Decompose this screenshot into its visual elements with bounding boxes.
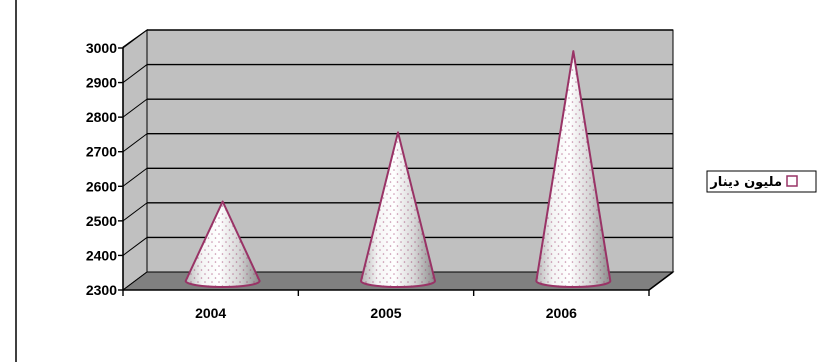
cone-bar-2004 — [184, 200, 261, 288]
cone-texture — [185, 201, 260, 287]
x-tick-label: 2004 — [195, 305, 226, 321]
x-tick-label: 2005 — [370, 305, 401, 321]
cone-texture — [361, 132, 435, 287]
y-tick-labels: 2300 2400 2500 2600 2700 2800 2900 3000 — [86, 40, 117, 298]
x-axis — [122, 271, 674, 296]
cone-outline — [360, 131, 436, 288]
gridline-side-2500 — [122, 202, 148, 222]
cone-bar-2006 — [535, 50, 612, 288]
y-tick-label: 2900 — [86, 75, 117, 91]
gridline-side-2700 — [122, 133, 148, 153]
x-tick-label: 2006 — [546, 305, 577, 321]
cone-outline — [184, 200, 261, 288]
plot-left-wall — [122, 29, 148, 291]
y-tick-label: 2400 — [86, 247, 117, 263]
cone-texture — [536, 51, 611, 287]
gridline-side-2600 — [122, 167, 148, 187]
gridline-side-2800 — [122, 98, 148, 118]
y-tick-label: 2700 — [86, 144, 117, 160]
cone-outline — [535, 50, 612, 288]
y-tick-label: 3000 — [86, 40, 117, 56]
legend-label: مليون دينار — [709, 175, 782, 190]
gridline-side-2900 — [122, 64, 148, 83]
cone-marks — [184, 50, 612, 288]
y-tick-label: 2600 — [86, 178, 117, 194]
legend-swatch — [786, 175, 798, 187]
y-tick-marks — [118, 47, 124, 291]
gridline-side-3000 — [122, 29, 148, 49]
gridline-side-2400 — [122, 237, 148, 256]
cone-bar-2005 — [360, 131, 436, 288]
y-tick-label: 2800 — [86, 109, 117, 125]
legend: مليون دينار — [706, 170, 817, 193]
x-tick-labels: 2004 2005 2006 — [195, 305, 577, 321]
x-axis-depth-line — [648, 271, 674, 291]
y-tick-label: 2500 — [86, 213, 117, 229]
y-tick-label: 2300 — [86, 282, 117, 298]
